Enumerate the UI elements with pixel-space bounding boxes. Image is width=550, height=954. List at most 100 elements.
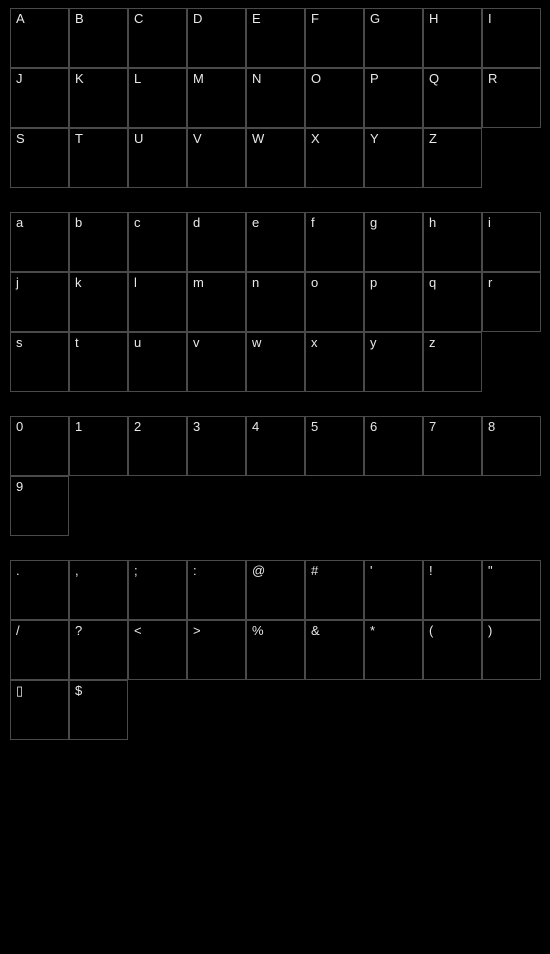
glyph-cell[interactable]: ( (423, 620, 482, 680)
glyph-cell[interactable]: ! (423, 560, 482, 620)
glyph-cell[interactable]: E (246, 8, 305, 68)
glyph-cell[interactable]: P (364, 68, 423, 128)
glyph-cell[interactable]: N (246, 68, 305, 128)
glyph-cell[interactable]: J (10, 68, 69, 128)
glyph-cell[interactable]: # (305, 560, 364, 620)
glyph-cell[interactable]: . (10, 560, 69, 620)
glyph-cell[interactable]: j (10, 272, 69, 332)
glyph-cell[interactable]: 8 (482, 416, 541, 476)
glyph-cell[interactable]: & (305, 620, 364, 680)
empty-cell (482, 680, 541, 740)
glyph-cell[interactable]: C (128, 8, 187, 68)
glyph-cell[interactable]: O (305, 68, 364, 128)
glyph-cell[interactable]: e (246, 212, 305, 272)
glyph-cell[interactable]: I (482, 8, 541, 68)
glyph-cell[interactable]: u (128, 332, 187, 392)
empty-cell (187, 476, 246, 536)
glyph-cell[interactable]: 7 (423, 416, 482, 476)
glyph-cell[interactable]: K (69, 68, 128, 128)
glyph-cell[interactable]: v (187, 332, 246, 392)
glyph-cell[interactable]: " (482, 560, 541, 620)
glyph-cell[interactable]: G (364, 8, 423, 68)
glyph-cell[interactable]: F (305, 8, 364, 68)
glyph-cell[interactable]: S (10, 128, 69, 188)
charmap-container: ABCDEFGHI JKLMNOPQR STUVWXYZabcdefghi jklmn… (0, 0, 550, 772)
glyph-cell[interactable]: ▯ (10, 680, 69, 740)
glyph-cell[interactable]: m (187, 272, 246, 332)
glyph-cell[interactable]: p (364, 272, 423, 332)
glyph-cell[interactable]: c (128, 212, 187, 272)
glyph-cell[interactable]: * (364, 620, 423, 680)
glyph-cell[interactable]: ; (128, 560, 187, 620)
group-digits: 012345678 9 (10, 416, 541, 536)
empty-cell (305, 476, 364, 536)
glyph-cell[interactable]: V (187, 128, 246, 188)
glyph-cell[interactable]: ) (482, 620, 541, 680)
empty-cell (305, 680, 364, 740)
glyph-cell[interactable]: A (10, 8, 69, 68)
glyph-cell[interactable]: T (69, 128, 128, 188)
empty-cell (187, 680, 246, 740)
glyph-cell[interactable]: $ (69, 680, 128, 740)
glyph-cell[interactable]: 4 (246, 416, 305, 476)
glyph-cell[interactable]: 0 (10, 416, 69, 476)
empty-cell (364, 680, 423, 740)
glyph-cell[interactable]: z (423, 332, 482, 392)
glyph-cell[interactable]: y (364, 332, 423, 392)
glyph-cell[interactable]: D (187, 8, 246, 68)
empty-cell (364, 476, 423, 536)
glyph-cell[interactable]: Z (423, 128, 482, 188)
empty-cell (482, 476, 541, 536)
glyph-cell[interactable]: r (482, 272, 541, 332)
empty-cell (128, 680, 187, 740)
glyph-cell[interactable]: X (305, 128, 364, 188)
glyph-cell[interactable]: x (305, 332, 364, 392)
glyph-cell[interactable]: W (246, 128, 305, 188)
glyph-cell[interactable]: B (69, 8, 128, 68)
glyph-cell[interactable]: g (364, 212, 423, 272)
glyph-cell[interactable]: 3 (187, 416, 246, 476)
glyph-cell[interactable]: w (246, 332, 305, 392)
glyph-cell[interactable]: s (10, 332, 69, 392)
glyph-cell[interactable]: @ (246, 560, 305, 620)
glyph-cell[interactable]: : (187, 560, 246, 620)
glyph-cell[interactable]: > (187, 620, 246, 680)
glyph-cell[interactable]: , (69, 560, 128, 620)
glyph-cell[interactable]: h (423, 212, 482, 272)
glyph-cell[interactable]: L (128, 68, 187, 128)
glyph-cell[interactable]: R (482, 68, 541, 128)
empty-cell (423, 680, 482, 740)
group-symbols: .,;:@#'!" /?<>%&*() ▯$ (10, 560, 541, 740)
glyph-cell[interactable]: k (69, 272, 128, 332)
glyph-cell[interactable]: ' (364, 560, 423, 620)
glyph-cell[interactable]: U (128, 128, 187, 188)
empty-cell (246, 680, 305, 740)
glyph-cell[interactable]: n (246, 272, 305, 332)
group-lowercase: abcdefghi jklmnopqr stuvwxyz (10, 212, 541, 392)
glyph-cell[interactable]: o (305, 272, 364, 332)
glyph-cell[interactable]: t (69, 332, 128, 392)
glyph-cell[interactable]: 9 (10, 476, 69, 536)
glyph-cell[interactable]: f (305, 212, 364, 272)
glyph-cell[interactable]: 1 (69, 416, 128, 476)
glyph-cell[interactable]: Q (423, 68, 482, 128)
glyph-cell[interactable]: / (10, 620, 69, 680)
glyph-cell[interactable]: l (128, 272, 187, 332)
glyph-cell[interactable]: ? (69, 620, 128, 680)
glyph-cell[interactable]: i (482, 212, 541, 272)
glyph-cell[interactable]: H (423, 8, 482, 68)
glyph-cell[interactable]: d (187, 212, 246, 272)
empty-cell (482, 332, 541, 392)
glyph-cell[interactable]: M (187, 68, 246, 128)
glyph-cell[interactable]: 6 (364, 416, 423, 476)
charmap-groups: ABCDEFGHI JKLMNOPQR STUVWXYZabcdefghi jklmn… (10, 8, 540, 740)
glyph-cell[interactable]: a (10, 212, 69, 272)
empty-cell (128, 476, 187, 536)
glyph-cell[interactable]: < (128, 620, 187, 680)
glyph-cell[interactable]: % (246, 620, 305, 680)
glyph-cell[interactable]: 2 (128, 416, 187, 476)
glyph-cell[interactable]: 5 (305, 416, 364, 476)
glyph-cell[interactable]: Y (364, 128, 423, 188)
glyph-cell[interactable]: q (423, 272, 482, 332)
glyph-cell[interactable]: b (69, 212, 128, 272)
